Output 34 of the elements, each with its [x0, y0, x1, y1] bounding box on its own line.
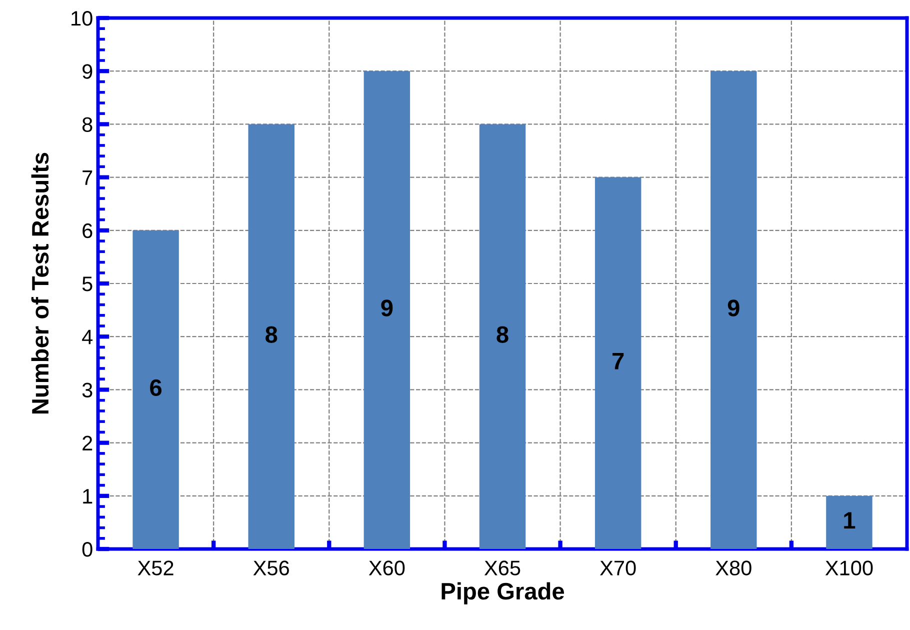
y-tick-label: 10	[72, 11, 92, 26]
bar	[364, 71, 410, 549]
x-tick-label: X100	[825, 560, 873, 576]
x-tick-label: X56	[253, 560, 289, 576]
data-label: 1	[844, 512, 856, 529]
y-tick-label: 6	[82, 223, 92, 238]
y-tick-label: 4	[82, 330, 93, 344]
data-label: 9	[381, 300, 393, 316]
y-tick-label: 5	[82, 276, 92, 292]
bar	[132, 230, 179, 549]
y-tick-label: 1	[83, 489, 92, 504]
x-tick-label: X52	[138, 560, 174, 576]
data-label: 7	[612, 353, 624, 370]
x-tick-label: X65	[484, 560, 520, 576]
y-tick-label: 9	[82, 64, 92, 79]
bar	[594, 177, 642, 549]
x-axis-title: Pipe Grade	[442, 582, 564, 604]
y-tick-label: 8	[82, 117, 92, 132]
y-tick-label: 3	[82, 382, 92, 398]
bar	[826, 496, 872, 549]
bar	[710, 71, 757, 549]
bar	[248, 124, 294, 549]
y-tick-label: 2	[82, 436, 92, 450]
bar	[479, 124, 526, 549]
data-label: 6	[150, 379, 162, 396]
x-tick-label: X60	[368, 560, 405, 576]
y-tick-label: 0	[82, 542, 92, 557]
data-label: 9	[728, 300, 740, 316]
y-tick-label: 7	[82, 170, 92, 185]
data-label: 8	[496, 326, 508, 343]
x-tick-label: X80	[716, 560, 752, 576]
y-axis-title: Number of Test Results	[31, 152, 49, 414]
x-tick-label: X70	[600, 560, 636, 576]
data-label: 8	[266, 326, 278, 343]
